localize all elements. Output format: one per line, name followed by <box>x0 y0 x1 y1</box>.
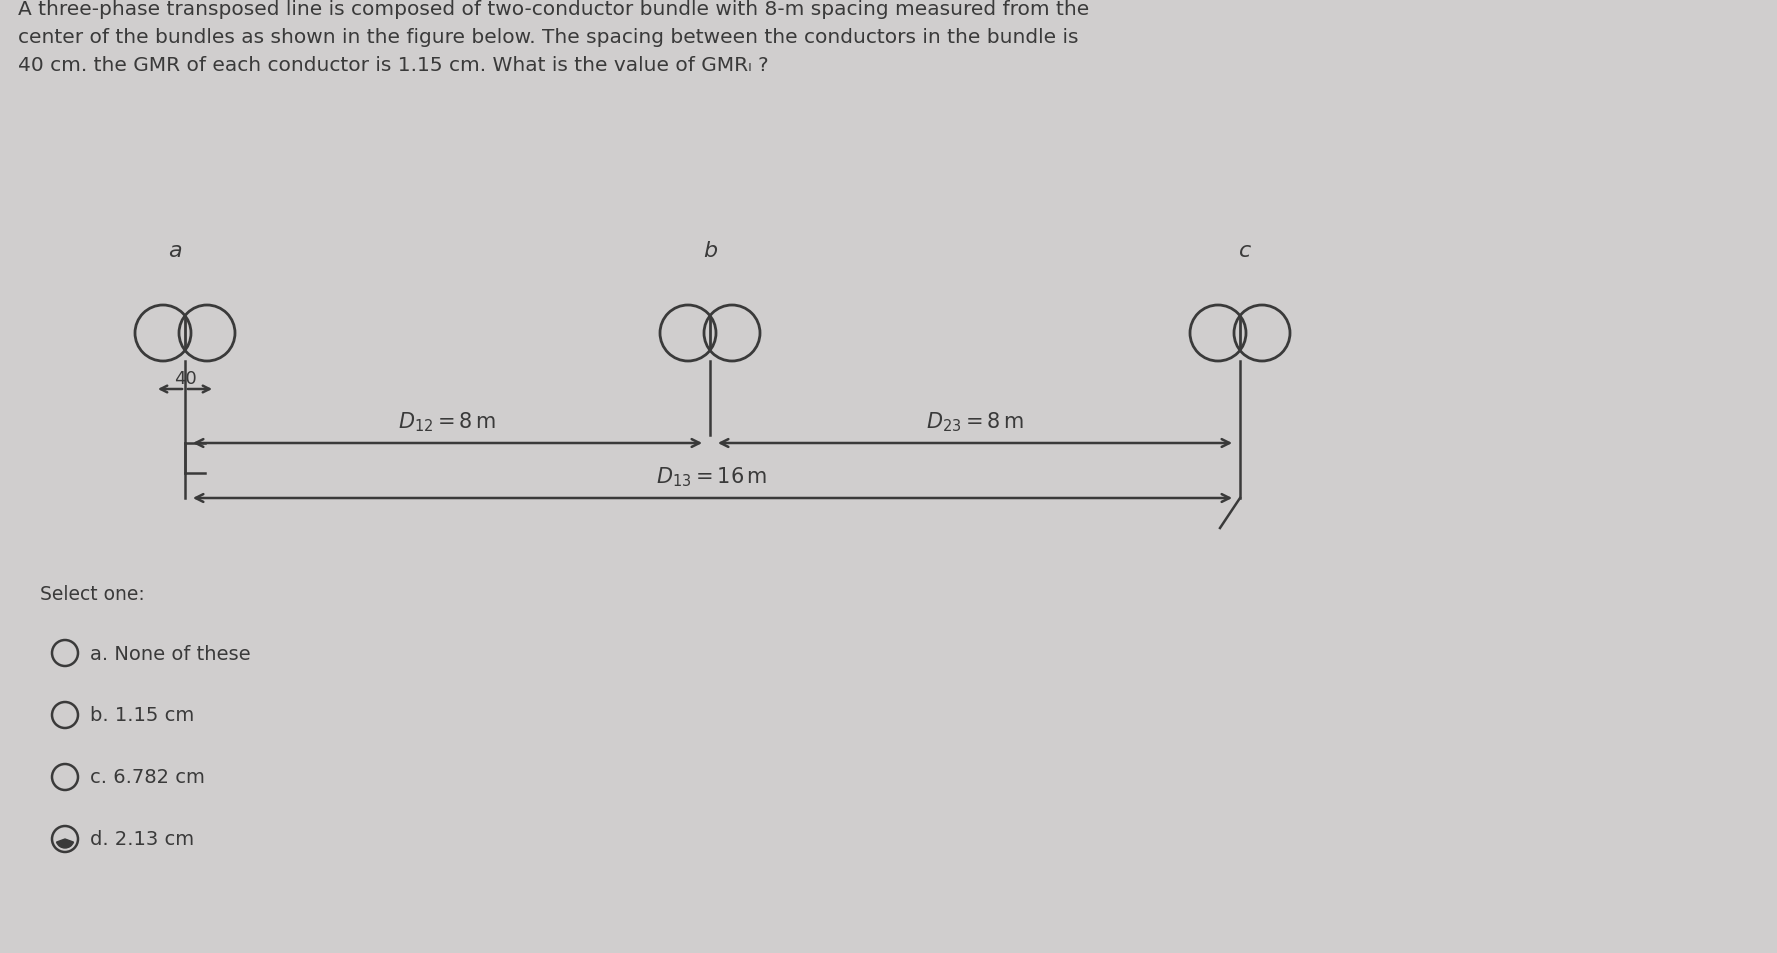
Text: $D_{23}=8\,\mathrm{m}$: $D_{23}=8\,\mathrm{m}$ <box>926 410 1024 434</box>
Text: c: c <box>1239 241 1251 261</box>
Text: Select one:: Select one: <box>41 584 144 603</box>
Text: a: a <box>169 241 181 261</box>
Text: a. None of these: a. None of these <box>91 644 251 662</box>
Text: 40: 40 <box>174 370 197 388</box>
Wedge shape <box>57 840 73 848</box>
Text: c. 6.782 cm: c. 6.782 cm <box>91 768 204 786</box>
Text: d. 2.13 cm: d. 2.13 cm <box>91 830 194 848</box>
Text: A three-phase transposed line is composed of two-conductor bundle with 8-m spaci: A three-phase transposed line is compose… <box>18 0 1089 75</box>
Text: b. 1.15 cm: b. 1.15 cm <box>91 706 194 724</box>
Text: b: b <box>704 241 718 261</box>
Text: $D_{13}=16\,\mathrm{m}$: $D_{13}=16\,\mathrm{m}$ <box>656 465 768 489</box>
Text: $D_{12}=8\,\mathrm{m}$: $D_{12}=8\,\mathrm{m}$ <box>398 410 496 434</box>
